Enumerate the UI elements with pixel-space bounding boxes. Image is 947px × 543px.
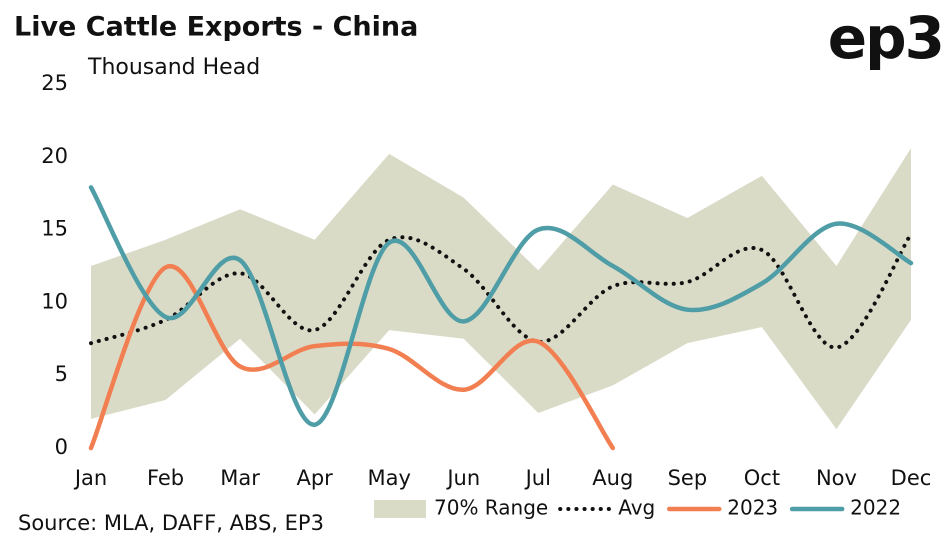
subtitle: Thousand Head [87,55,260,80]
line-2022 [88,185,914,427]
chart-title: Live Cattle Exports - China [14,12,418,43]
x-tick-label: Oct [744,466,780,490]
y-tick-label: 25 [41,71,68,95]
x-tick-label: Aug [592,466,633,490]
x-tick-label: Apr [296,466,333,490]
logo: ep3 [828,4,943,72]
legend-label: 2022 [850,496,901,520]
x-tick-label: Nov [816,466,857,490]
x-tick-label: Mar [220,466,260,490]
y-tick-label: 20 [41,144,68,168]
range-area [91,148,911,430]
legend-label: 70% Range [434,496,548,520]
y-tick-label: 10 [41,289,68,313]
x-tick-label: Jul [524,466,551,490]
legend-swatch [374,500,426,518]
legend-label: Avg [618,496,655,520]
y-tick-label: 0 [55,435,68,459]
x-tick-label: Jun [445,466,480,490]
y-tick-label: 5 [55,362,68,386]
x-tick-label: Feb [147,466,184,490]
line-2023 [88,264,616,451]
source: Source: MLA, DAFF, ABS, EP3 [18,511,324,535]
x-tick-label: Sep [668,466,708,490]
line-Avg [89,231,913,350]
x-tick-label: Dec [891,466,932,490]
x-tick-label: May [367,466,410,490]
y-tick-label: 15 [41,217,68,241]
legend-label: 2023 [727,496,778,520]
x-tick-label: Jan [73,466,107,490]
